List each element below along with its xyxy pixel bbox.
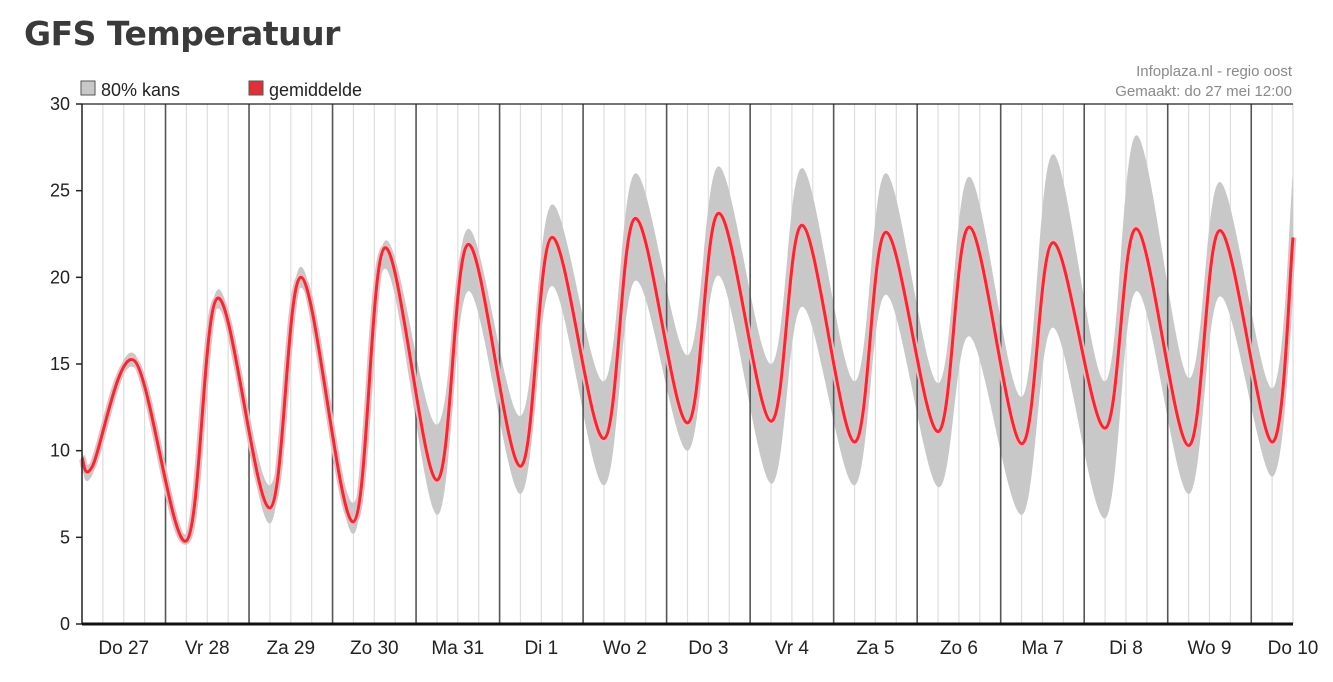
- y-tick-label: 20: [50, 267, 70, 287]
- y-tick-label: 0: [60, 614, 70, 634]
- mean-line-layer: [78, 209, 1297, 545]
- x-tick-label: Zo 30: [350, 638, 399, 659]
- x-tick-label: Ma 31: [431, 638, 484, 659]
- x-tick-label: Do 3: [688, 638, 728, 659]
- x-tick-label: Di 1: [524, 638, 558, 659]
- x-tick-label: Wo 9: [1187, 638, 1231, 659]
- x-axis-ticks: Do 27 Vr 28 Za 29 Zo 30 Ma 31 Di 1 Wo 2 Do 3 Vr …: [98, 638, 1318, 659]
- x-tick-label: Za 5: [856, 638, 894, 659]
- y-tick-label: 5: [60, 527, 70, 547]
- mean-line-gemiddelde: [80, 211, 1295, 543]
- legend: 80% kans gemiddelde: [80, 80, 362, 100]
- x-tick-label: Di 8: [1109, 638, 1143, 659]
- y-tick-label: 15: [50, 354, 70, 374]
- made-timestamp: Gemaakt: do 27 mei 12:00: [1115, 83, 1292, 100]
- legend-label-80-kans: 80% kans: [101, 80, 180, 100]
- legend-swatch-80-kans: [80, 80, 96, 96]
- x-tick-label: Do 10: [1268, 638, 1319, 659]
- x-tick-label: Vr 4: [775, 638, 810, 659]
- legend-label-gemiddelde: gemiddelde: [269, 80, 362, 100]
- source-credit: Infoplaza.nl - regio oost: [1136, 63, 1293, 80]
- x-tick-label: Zo 6: [940, 638, 978, 659]
- y-tick-label: 10: [50, 441, 70, 461]
- x-tick-label: Vr 28: [185, 638, 230, 659]
- x-tick-label: Do 27: [98, 638, 149, 659]
- y-axis-ticks: 0 5 10 15 20 25 30: [50, 94, 82, 634]
- page-title: GFS Temperatuur: [24, 14, 340, 53]
- x-tick-label: Ma 7: [1021, 638, 1063, 659]
- x-tick-label: Za 29: [266, 638, 315, 659]
- y-tick-label: 30: [50, 94, 70, 114]
- y-tick-label: 25: [50, 181, 70, 201]
- x-tick-label: Wo 2: [603, 638, 647, 659]
- legend-swatch-gemiddelde: [248, 80, 264, 96]
